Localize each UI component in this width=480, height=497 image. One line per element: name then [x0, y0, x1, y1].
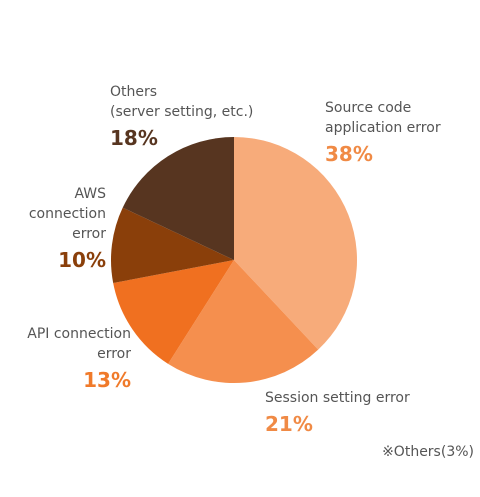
- category-name: Others (server setting, etc.): [110, 84, 254, 120]
- slice-label: Session setting error 21%: [265, 388, 410, 438]
- footnote: ※Others(3%): [382, 444, 474, 460]
- pie-slice: [168, 260, 319, 383]
- pie-slice: [113, 260, 234, 364]
- slice-label: AWS connection error 10%: [29, 184, 106, 274]
- category-name: AWS connection error: [28, 186, 106, 242]
- percent-label: 21%: [265, 412, 313, 436]
- slice-label: Source code application error 38%: [325, 98, 441, 168]
- percent-label: 10%: [58, 248, 106, 272]
- category-name: Source code application error: [325, 100, 441, 136]
- percent-label: 13%: [83, 368, 131, 392]
- pie-slice: [234, 137, 357, 350]
- slice-label: API connection error 13%: [27, 324, 131, 394]
- percent-label: 38%: [325, 142, 373, 166]
- pie-slice: [122, 137, 234, 260]
- category-name: Session setting error: [265, 390, 410, 406]
- slice-label: Others (server setting, etc.) 18%: [110, 82, 253, 152]
- percent-label: 18%: [110, 126, 158, 150]
- category-name: API connection error: [27, 326, 131, 362]
- pie-slice: [110, 207, 234, 284]
